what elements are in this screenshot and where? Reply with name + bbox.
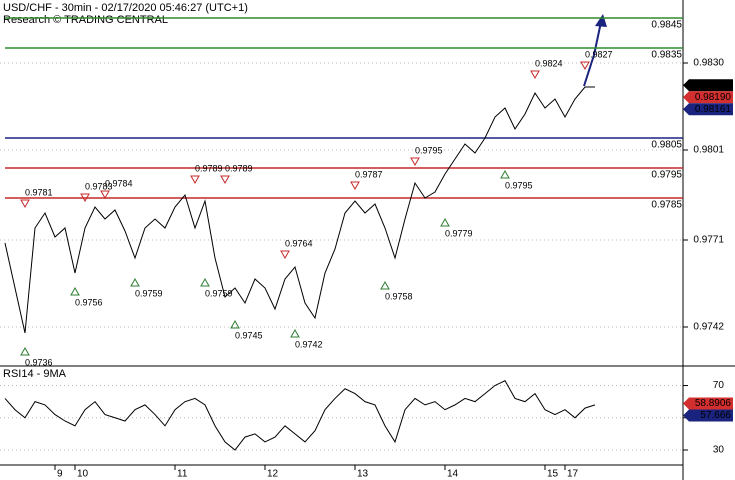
- peak-marker: [580, 61, 590, 71]
- price-tag: [683, 91, 733, 104]
- price-line: [4, 86, 595, 334]
- trough-label: 0.9756: [75, 297, 103, 307]
- price-tag: [683, 79, 733, 92]
- peak-label: 0.9789: [195, 163, 223, 173]
- x-tick-label: 11: [177, 469, 188, 480]
- level-label: 0.9795: [651, 170, 682, 181]
- peak-marker: [530, 70, 540, 80]
- peak-label: 0.9827: [585, 49, 613, 59]
- trough-marker: [290, 328, 300, 338]
- price-line: [4, 380, 596, 451]
- level-label: 0.9835: [651, 50, 682, 61]
- peak-label: 0.9787: [355, 169, 383, 179]
- price-tag: [683, 409, 733, 422]
- peak-label: 0.9789: [225, 163, 253, 173]
- peak-marker: [190, 175, 200, 185]
- y-tick-label: 30: [713, 445, 725, 456]
- trough-marker: [440, 217, 450, 227]
- price-tag: [683, 103, 733, 116]
- rsi-title: RSI14 - 9MA: [3, 368, 67, 380]
- peak-label: 0.9795: [415, 145, 443, 155]
- price-tag-label: 58.8906: [695, 398, 732, 409]
- trough-marker: [380, 280, 390, 290]
- level-label: 0.9805: [651, 140, 682, 151]
- trough-marker: [70, 286, 80, 296]
- x-tick-label: 10: [77, 469, 89, 480]
- x-tick-label: 17: [567, 469, 579, 480]
- peak-label: 0.9781: [25, 187, 53, 197]
- y-tick-label: 0.9830: [693, 58, 724, 69]
- price-tag-label: 57.666: [700, 410, 731, 421]
- peak-marker: [20, 199, 30, 209]
- peak-marker: [350, 181, 360, 191]
- trough-marker: [200, 277, 210, 287]
- trough-marker: [130, 277, 140, 287]
- chart-subtitle: Research © TRADING CENTRAL: [3, 14, 168, 26]
- trough-marker: [500, 169, 510, 179]
- peak-marker: [100, 190, 110, 200]
- peak-marker: [80, 193, 90, 203]
- trough-label: 0.9759: [205, 288, 233, 298]
- price-tag-label: 0.98226: [695, 80, 732, 91]
- trough-label: 0.9745: [235, 330, 263, 340]
- peak-label: 0.9783: [85, 181, 113, 191]
- trough-label: 0.9759: [135, 288, 163, 298]
- x-tick-label: 15: [547, 469, 559, 480]
- trough-label: 0.9742: [295, 339, 323, 349]
- y-tick-label: 0.9771: [693, 235, 724, 246]
- level-label: 0.9845: [651, 20, 682, 31]
- y-tick-label: 70: [713, 380, 725, 391]
- peak-marker: [280, 250, 290, 260]
- trough-marker: [20, 346, 30, 356]
- trough-label: 0.9795: [505, 180, 533, 190]
- chart-title: USD/CHF - 30min - 02/17/2020 05:46:27 (U…: [3, 2, 248, 14]
- trough-label: 0.9758: [385, 291, 413, 301]
- peak-label: 0.9784: [105, 178, 133, 188]
- level-label: 0.9785: [651, 200, 682, 211]
- x-tick-label: 12: [267, 469, 279, 480]
- x-tick-label: 9: [57, 469, 63, 480]
- forecast-arrow: [583, 21, 602, 87]
- peak-label: 0.9824: [535, 58, 563, 68]
- peak-marker: [410, 157, 420, 167]
- price-tag-label: 0.98190: [695, 92, 732, 103]
- y-tick-label: 0.9801: [693, 145, 724, 156]
- trough-label: 0.9779: [445, 228, 473, 238]
- trough-label: 0.9736: [25, 357, 53, 367]
- peak-marker: [220, 175, 230, 185]
- y-tick-label: 0.9742: [693, 322, 724, 333]
- price-tag-label: 0.98161: [695, 104, 732, 115]
- x-tick-label: 13: [357, 469, 369, 480]
- x-tick-label: 14: [447, 469, 459, 480]
- trough-marker: [230, 319, 240, 329]
- peak-label: 0.9764: [285, 238, 313, 248]
- price-tag: [683, 397, 733, 410]
